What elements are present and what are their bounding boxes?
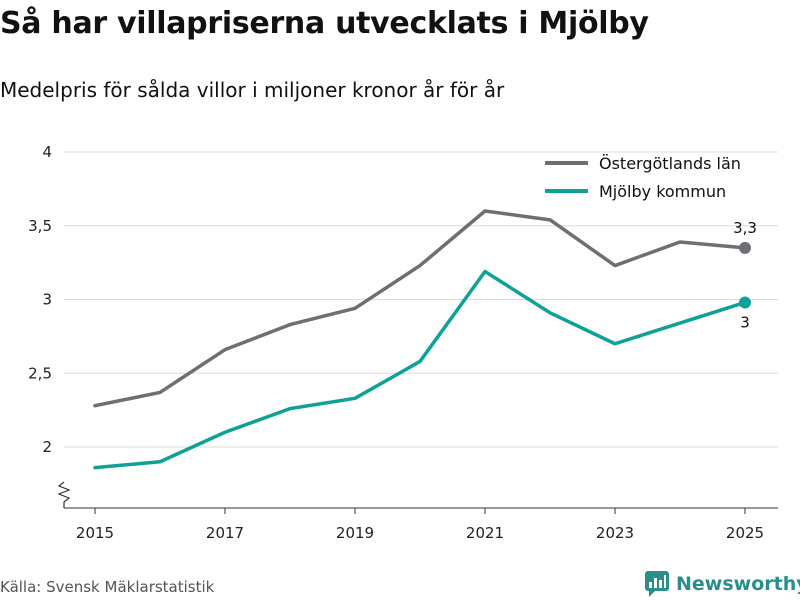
chart-subtitle: Medelpris för sålda villor i miljoner kr… <box>0 78 505 102</box>
brand-logo: Newsworthy <box>644 569 800 599</box>
source-note: Källa: Svensk Mäklarstatistik <box>0 578 215 596</box>
legend: Östergötlands län Mjölby kommun <box>545 154 741 201</box>
y-tick-label: 3,5 <box>28 217 52 235</box>
x-tick-label: 2023 <box>596 524 634 542</box>
end-value-label: 3,3 <box>733 219 757 237</box>
y-tick-label: 3 <box>42 291 52 309</box>
data-labels: 3,33 <box>733 219 757 332</box>
series-line-mjolby-kommun <box>93 269 747 470</box>
series-lines <box>93 209 751 470</box>
x-tick-label: 2021 <box>466 524 504 542</box>
brand-name: Newsworthy <box>676 573 800 595</box>
y-tick-label: 2 <box>42 438 52 456</box>
legend-label: Mjölby kommun <box>599 182 726 201</box>
x-tick-label: 2025 <box>726 524 764 542</box>
x-tick-label: 2017 <box>206 524 244 542</box>
grid-lines <box>64 151 778 448</box>
end-point-marker <box>739 241 751 254</box>
y-tick-label: 4 <box>42 143 52 161</box>
end-value-label: 3 <box>740 313 750 331</box>
x-tick-label: 2015 <box>76 524 114 542</box>
x-tick-label: 2019 <box>336 524 374 542</box>
axes: 2 2,5 3 3,5 4 2015 2017 2019 2021 2023 2025 <box>28 143 778 542</box>
legend-label: Östergötlands län <box>599 154 741 173</box>
newsworthy-logo-icon <box>645 571 669 597</box>
chart-title: Så har villapriserna utvecklats i Mjölby <box>0 6 649 41</box>
end-point-marker <box>739 296 751 309</box>
series-line-ostergotlands-lan <box>93 209 747 408</box>
y-tick-label: 2,5 <box>28 364 52 382</box>
axis-break-icon <box>57 481 71 508</box>
